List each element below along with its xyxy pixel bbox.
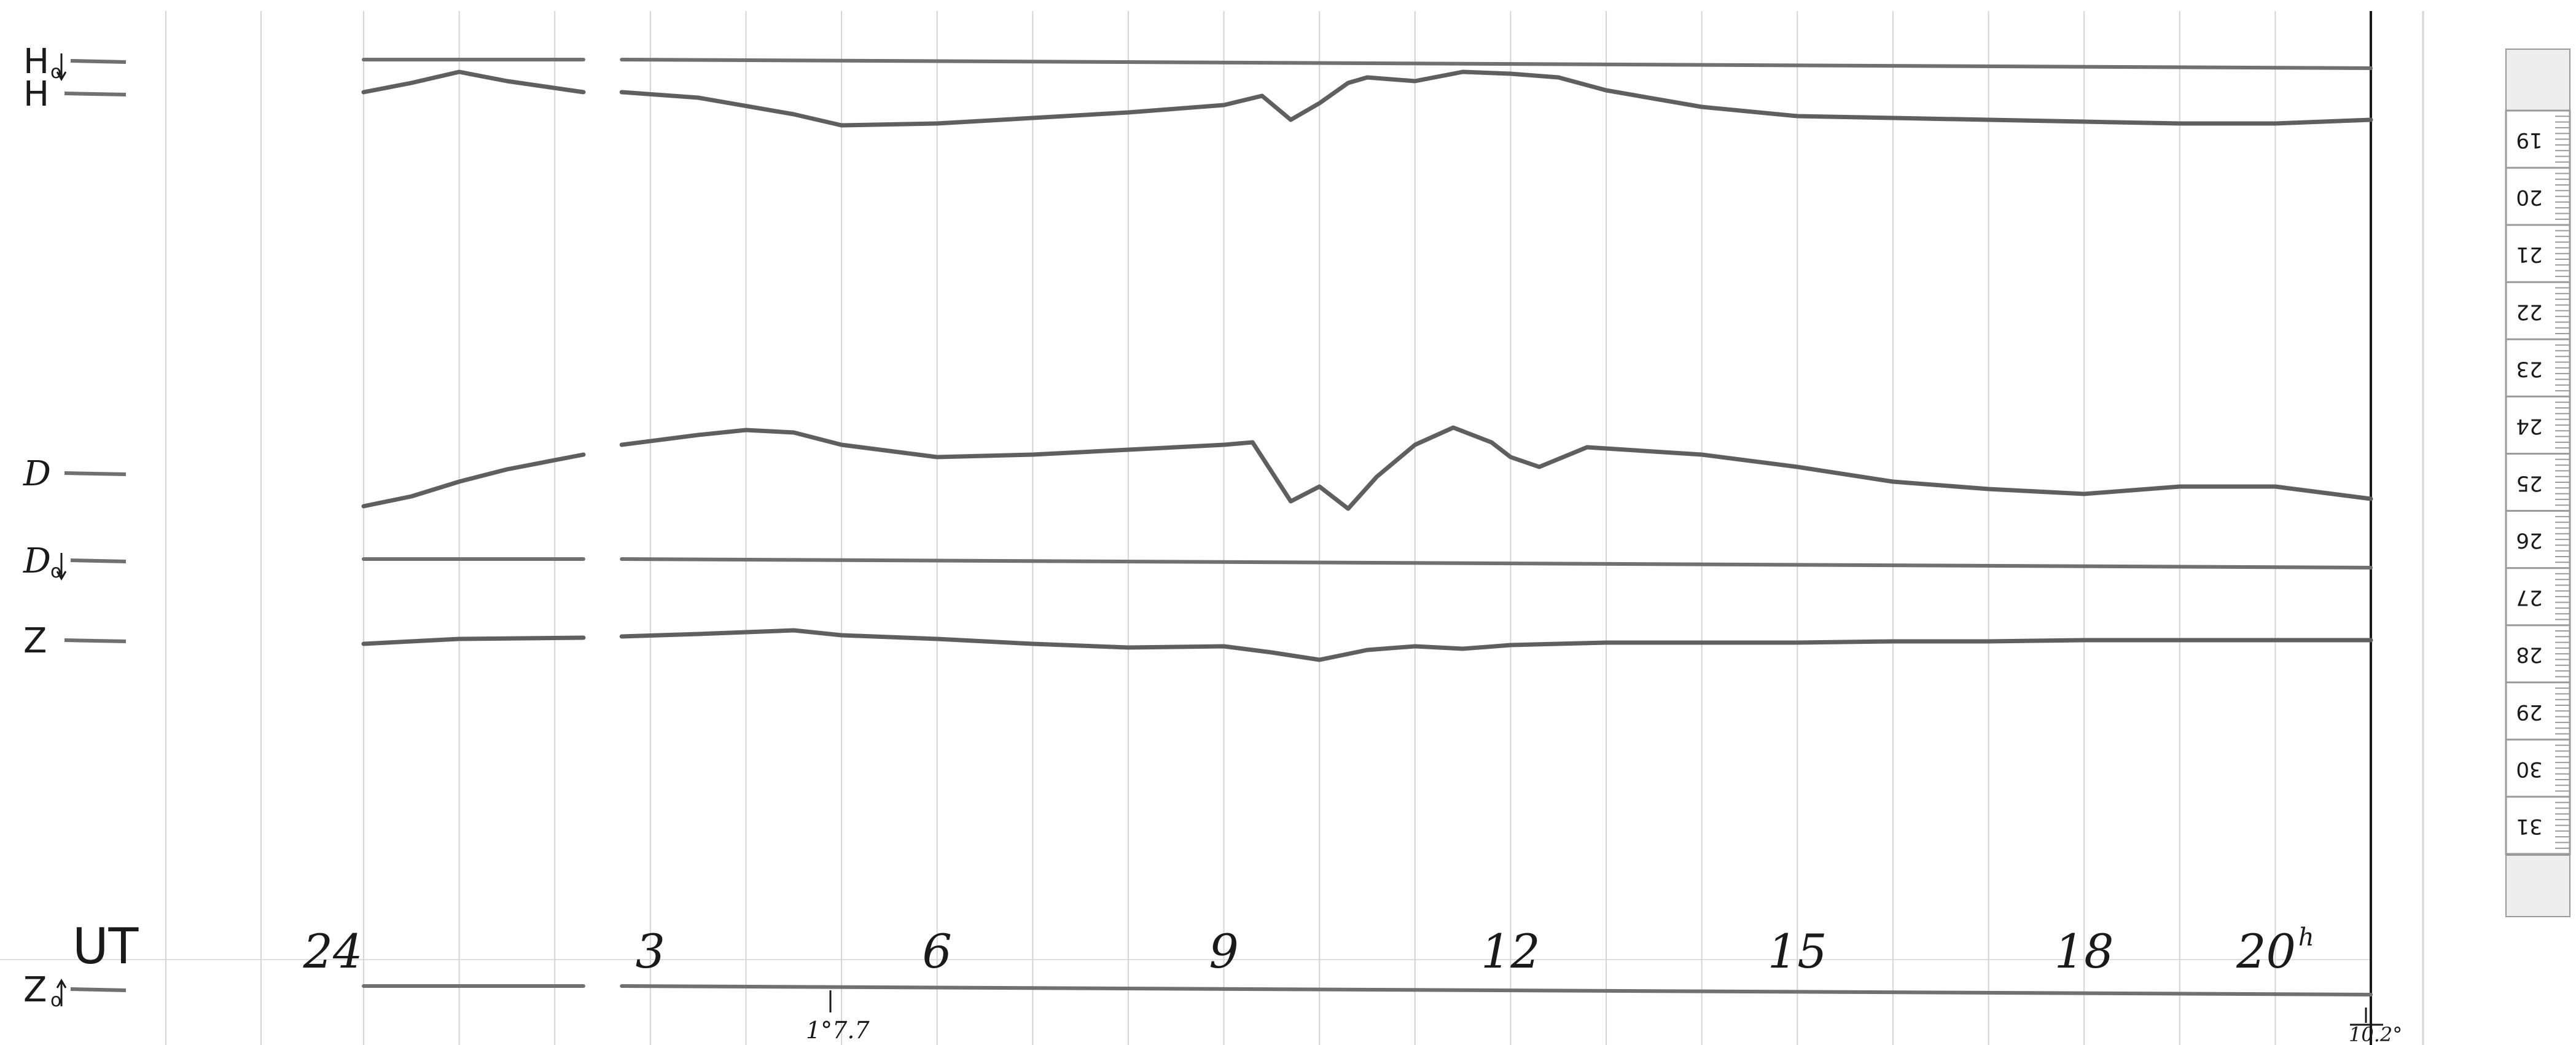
up-arrow-icon	[56, 979, 67, 1006]
trace-label-d: D	[23, 454, 127, 494]
label-stub-line	[70, 558, 127, 563]
label-stub-line	[64, 638, 127, 643]
trace-h-segment	[361, 69, 586, 95]
hour-tick-label: 15	[1768, 924, 1827, 979]
scale-number: 30	[2516, 757, 2542, 781]
trace-h-segment	[619, 69, 2373, 128]
trace-z-segment	[361, 635, 586, 646]
hour-tick-labels: UT 24 3 6 9 12 15 18 20 h	[72, 918, 2314, 979]
scale-number: 26	[2516, 528, 2542, 553]
scale-number: 31	[2516, 814, 2542, 839]
trace-label-letter: Z	[23, 970, 47, 1010]
trace-label-letter: D	[23, 454, 51, 494]
scale-number: 19	[2516, 128, 2542, 152]
traces	[361, 69, 2373, 662]
hour-tick-label: 3	[636, 924, 665, 979]
scale-number: 21	[2516, 242, 2542, 267]
hour-tick-label: 24	[303, 924, 363, 979]
marker-left-label: 1°7.7	[806, 1017, 870, 1044]
scale-number: 29	[2516, 700, 2542, 724]
hour-tick-label: 18	[2055, 924, 2114, 979]
axis-unit-label: UT	[72, 918, 139, 975]
trace-label-letter: D	[23, 541, 51, 581]
baseline-d0-segment	[620, 557, 2373, 569]
trace-label-sub: o	[50, 990, 61, 1011]
scale-number: 24	[2516, 413, 2542, 438]
trace-d-segment	[361, 452, 586, 509]
hour-tick-label: 6	[923, 924, 952, 979]
trace-z-segment	[619, 628, 2373, 662]
scale-number: 27	[2516, 585, 2542, 610]
side-scale-strip: 19 20 21 22 23 24 25 26 27 28 29 30 31	[2505, 49, 2571, 917]
label-stub-line	[70, 59, 127, 64]
trace-label-z: Z	[23, 621, 127, 661]
hour-tick-label: 12	[1481, 924, 1540, 979]
scale-number: 25	[2516, 471, 2542, 496]
scale-strip-tab	[2505, 855, 2570, 917]
hour-suffix: h	[2298, 923, 2314, 952]
marker-right-label: 10.2°	[2349, 1023, 2402, 1045]
hour-tick-label: 9	[1209, 924, 1238, 979]
time-markers: 1°7.7 10.2°	[806, 990, 2402, 1045]
trace-label-sub: o	[50, 61, 61, 83]
scale-number: 23	[2516, 356, 2542, 381]
trace-label-letter: H	[23, 42, 49, 82]
scale-number: 22	[2516, 299, 2542, 324]
trace-label-letter: Z	[23, 621, 47, 661]
scale-strip-tab	[2505, 49, 2570, 111]
trace-d-segment	[619, 425, 2373, 511]
down-arrow-icon	[56, 53, 67, 81]
label-stub-line	[70, 987, 127, 992]
baselines	[362, 58, 2373, 996]
scale-number: 20	[2516, 185, 2542, 209]
grid-lines	[0, 11, 2424, 1045]
baseline-h0-segment	[620, 58, 2373, 70]
scale-number: 28	[2516, 643, 2542, 667]
label-stub-line	[64, 92, 127, 96]
down-arrow-icon	[56, 553, 67, 581]
baseline-z0-segment	[620, 984, 2373, 996]
trace-label-letter: H	[23, 74, 49, 114]
trace-label-sub: o	[50, 561, 61, 582]
label-stub-line	[64, 471, 127, 476]
trace-label-h: H	[23, 74, 127, 114]
